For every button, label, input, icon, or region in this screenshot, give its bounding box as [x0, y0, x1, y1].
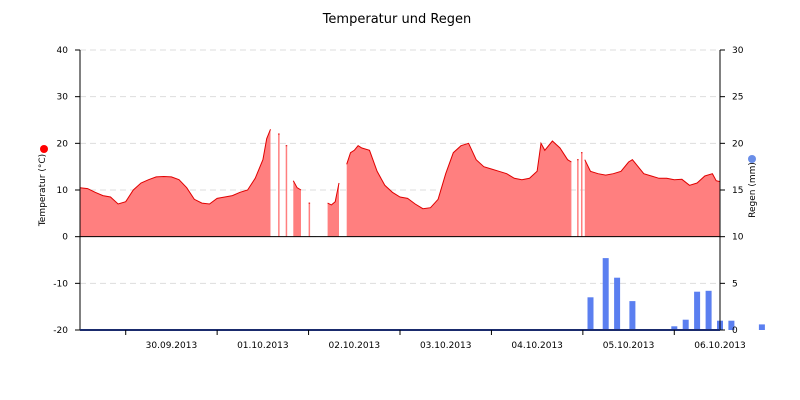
right-tick-label: 10 — [732, 233, 744, 243]
x-tick-label: 06.10.2013 — [694, 341, 746, 351]
right-axis-tick-labels: 30 25 20 15 10 5 0 — [732, 46, 744, 336]
right-axis-label: Regen (mm) — [748, 162, 758, 218]
x-tick-label: 01.10.2013 — [237, 341, 289, 351]
rain-legend-dot — [748, 155, 756, 163]
temperature-line-segment — [79, 129, 271, 205]
rain-bar — [694, 291, 701, 330]
right-tick-label: 5 — [732, 279, 738, 289]
temperature-area-segment — [293, 180, 301, 237]
temperature-area-segment — [584, 159, 720, 237]
left-tick-label: 40 — [57, 46, 69, 56]
right-tick-label: 0 — [732, 326, 738, 336]
x-tick-label: 04.10.2013 — [511, 341, 563, 351]
left-tick-label: 0 — [62, 233, 68, 243]
left-tick-label: 20 — [57, 139, 69, 149]
rain-bar — [705, 290, 712, 330]
chart-title: Temperatur und Regen — [322, 12, 472, 27]
rain-bar — [682, 319, 689, 330]
temperature-area-layer — [79, 129, 721, 237]
left-axis-tick-labels: 40 30 20 10 0 -10 -20 — [53, 46, 68, 336]
temperature-area-segment — [80, 129, 271, 237]
temperature-line-segment — [584, 159, 721, 186]
x-tick-label: 30.09.2013 — [146, 341, 198, 351]
right-tick-label: 30 — [732, 46, 744, 56]
right-tick-label: 15 — [732, 186, 743, 196]
temperature-area-segment — [577, 159, 579, 237]
rain-bar — [728, 320, 735, 330]
temperature-area-segment — [327, 183, 339, 237]
temperature-area-segment — [308, 203, 311, 237]
temperature-legend-dot — [40, 145, 48, 153]
rain-bar-layer — [587, 258, 765, 330]
rain-bar — [587, 297, 594, 330]
left-tick-label: 30 — [57, 93, 69, 103]
right-tick-label: 20 — [732, 139, 744, 149]
left-tick-label: -10 — [53, 279, 68, 289]
x-axis-tick-labels: 30.09.2013 01.10.2013 02.10.2013 03.10.2013… — [146, 341, 746, 351]
left-axis-label: Temperatur (°C) — [38, 154, 48, 227]
right-tick-label: 25 — [732, 93, 743, 103]
temperature-line-segment — [292, 180, 302, 191]
left-axis-label-group: Temperatur (°C) — [38, 154, 48, 227]
temperature-area-segment — [346, 141, 572, 237]
temperature-area-segment — [581, 152, 583, 237]
rain-bar — [614, 277, 621, 330]
axes-layer — [75, 49, 725, 335]
left-tick-label: -20 — [53, 326, 68, 336]
temperature-line-segment — [346, 140, 572, 210]
left-tick-label: 10 — [57, 186, 69, 196]
rain-bar — [629, 301, 636, 330]
right-axis-label-group: Regen (mm) — [748, 162, 758, 218]
rain-bar — [758, 324, 765, 330]
rain-bar — [671, 326, 678, 330]
x-tick-label: 03.10.2013 — [420, 341, 472, 351]
temperature-area-segment — [285, 145, 288, 237]
temperature-area-segment — [278, 134, 280, 237]
x-tick-label: 05.10.2013 — [603, 341, 655, 351]
temperature-line-segment — [327, 182, 340, 206]
rain-bar — [602, 258, 609, 330]
grid-lines — [80, 49, 720, 284]
x-tick-label: 02.10.2013 — [329, 341, 381, 351]
